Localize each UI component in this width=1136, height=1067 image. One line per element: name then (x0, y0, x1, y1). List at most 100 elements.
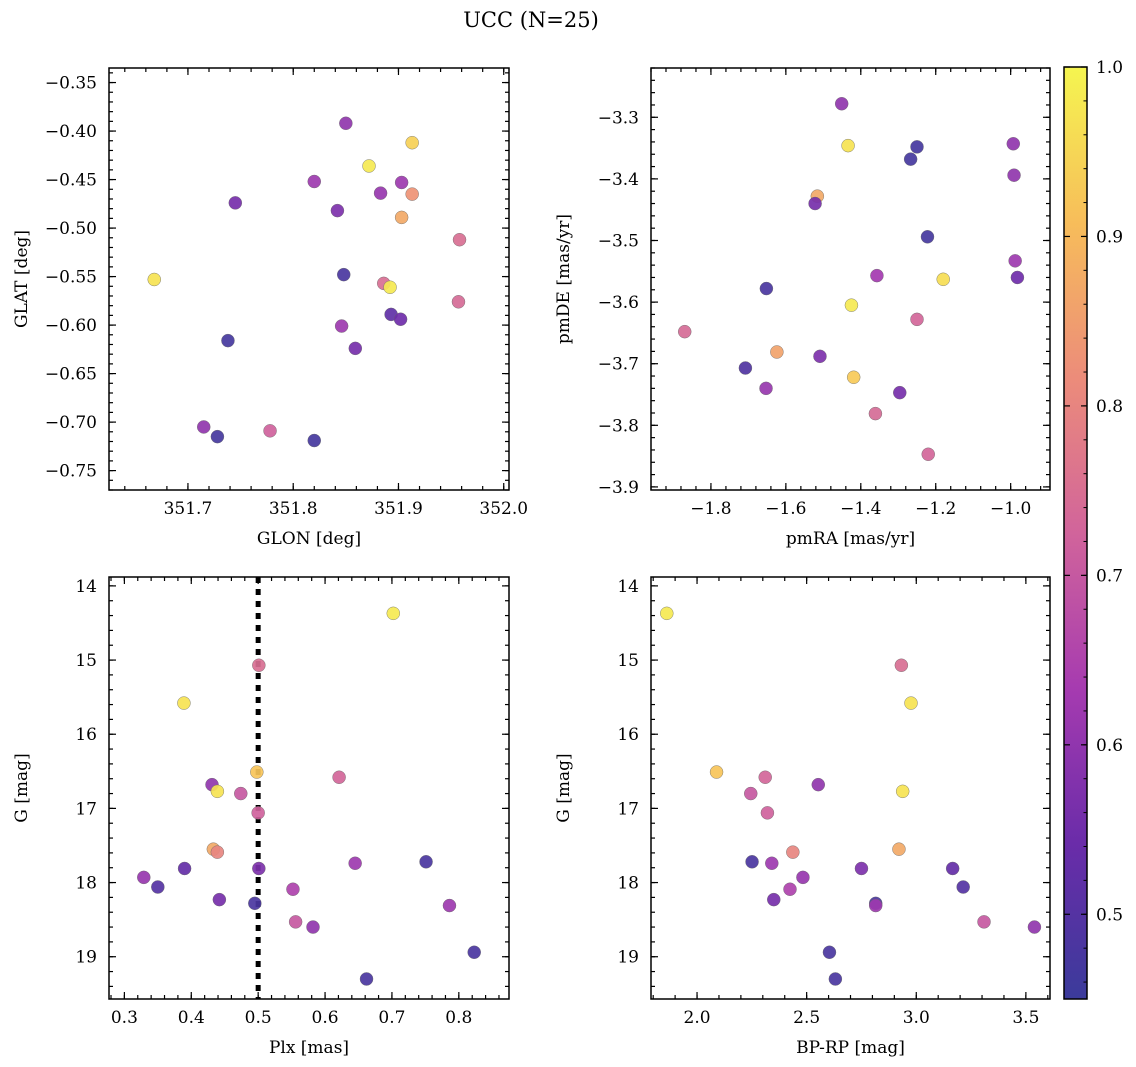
data-point (137, 870, 151, 885)
x-tick-label: −1.0 (990, 499, 1031, 519)
x-tick-label: 351.8 (269, 499, 318, 519)
data-point (1006, 137, 1020, 151)
data-point (920, 230, 935, 244)
y-tick-label: 18 (617, 874, 639, 894)
y-tick-label: −0.75 (45, 462, 97, 482)
data-point (306, 920, 320, 934)
x-tick-label: 0.8 (445, 1008, 472, 1028)
y-tick-label: −3.8 (598, 416, 639, 436)
y-tick-label: −0.70 (45, 413, 97, 433)
data-point (405, 135, 419, 150)
data-point (760, 806, 775, 820)
y-tick-label: 14 (75, 577, 97, 597)
x-tick-label: 2.5 (793, 1008, 820, 1028)
data-point (419, 855, 433, 869)
y-axis-label: pmDE [mas/yr] (554, 214, 574, 344)
y-tick-label: −3.6 (598, 293, 639, 313)
colorbar-tick-label: 0.6 (1096, 736, 1123, 756)
data-point (834, 97, 849, 111)
data-point (811, 777, 825, 792)
y-tick-label: −3.3 (598, 108, 639, 128)
data-point (903, 152, 918, 166)
data-point (442, 898, 457, 913)
data-point (786, 845, 800, 859)
colorbar: 0.5 0.6 0.7 0.8 0.9 1.0 (1063, 58, 1123, 1000)
data-point (451, 295, 466, 309)
x-axis-label: Plx [mas] (269, 1038, 349, 1058)
data-point (250, 765, 264, 779)
data-point (339, 116, 353, 130)
data-point (151, 880, 165, 894)
data-point (844, 298, 859, 312)
axes-frame (650, 67, 1051, 491)
y-tick-label: −0.45 (45, 171, 97, 191)
x-tick-label: 0.5 (245, 1008, 272, 1028)
x-tick-label: 0.6 (312, 1008, 339, 1028)
x-tick-label: −1.8 (690, 499, 731, 519)
panel-plx: 0.3 0.4 0.5 0.6 0.7 0.8 14 15 16 17 18 19 Plx [mas] G… (12, 576, 510, 1058)
data-point (405, 187, 419, 201)
data-point (738, 361, 753, 375)
scatter-points (678, 97, 1025, 461)
data-point (210, 845, 225, 859)
data-point (210, 429, 225, 444)
data-point (286, 882, 300, 896)
data-point (808, 196, 822, 211)
data-point (910, 140, 924, 154)
data-point (895, 784, 910, 799)
data-point (177, 696, 191, 710)
x-tick-label: 351.7 (164, 499, 213, 519)
y-tick-label: 18 (75, 874, 97, 894)
data-point (956, 880, 970, 894)
y-tick-label: 16 (75, 725, 97, 745)
data-point (263, 424, 277, 438)
data-point (1010, 270, 1025, 285)
data-point (394, 175, 409, 190)
data-point (894, 658, 909, 672)
panel-radec: 351.7 351.8 351.9 352.0 −0.75 −0.70 −0.65 −0.60… (12, 67, 528, 549)
data-point (210, 784, 225, 799)
colorbar-tick-label: 0.8 (1096, 397, 1123, 417)
x-axis-label: GLON [deg] (257, 529, 361, 549)
x-tick-label: 3.5 (1012, 1008, 1039, 1028)
data-point (813, 349, 827, 364)
data-point (337, 267, 351, 282)
data-point (228, 196, 243, 210)
axes-frame (108, 67, 510, 491)
data-point (334, 319, 349, 333)
x-tick-label: 0.3 (111, 1008, 138, 1028)
data-point (373, 186, 388, 200)
data-point (1027, 920, 1042, 934)
data-point (212, 892, 227, 907)
data-point (904, 696, 918, 710)
data-point (234, 786, 248, 801)
data-point (1007, 168, 1021, 182)
data-point (288, 915, 303, 929)
x-axis-label: BP-RP [mag] (796, 1038, 905, 1058)
y-axis-label: G [mag] (554, 753, 574, 822)
scatter-points (147, 116, 467, 448)
y-tick-label: 19 (617, 948, 639, 968)
y-tick-label: 17 (617, 799, 639, 819)
x-tick-label: 2.0 (684, 1008, 711, 1028)
data-point (709, 765, 724, 779)
data-point (348, 341, 363, 356)
data-point (892, 842, 906, 856)
y-axis-label: G [mag] (12, 753, 32, 822)
y-tick-label: 15 (617, 651, 639, 671)
x-tick-label: 3.0 (903, 1008, 930, 1028)
data-point (660, 606, 674, 621)
y-tick-label: 17 (75, 799, 97, 819)
axis-ticks (651, 577, 1050, 999)
colorbar-tick-label: 1.0 (1096, 58, 1123, 78)
data-point (759, 381, 773, 396)
data-point (248, 896, 262, 911)
y-tick-label: −0.35 (45, 74, 97, 94)
scatter-points (660, 606, 1042, 986)
data-point (846, 370, 861, 384)
data-point (359, 972, 374, 986)
data-point (921, 447, 935, 461)
data-point (822, 945, 837, 959)
x-axis-label: pmRA [mas/yr] (786, 529, 915, 549)
